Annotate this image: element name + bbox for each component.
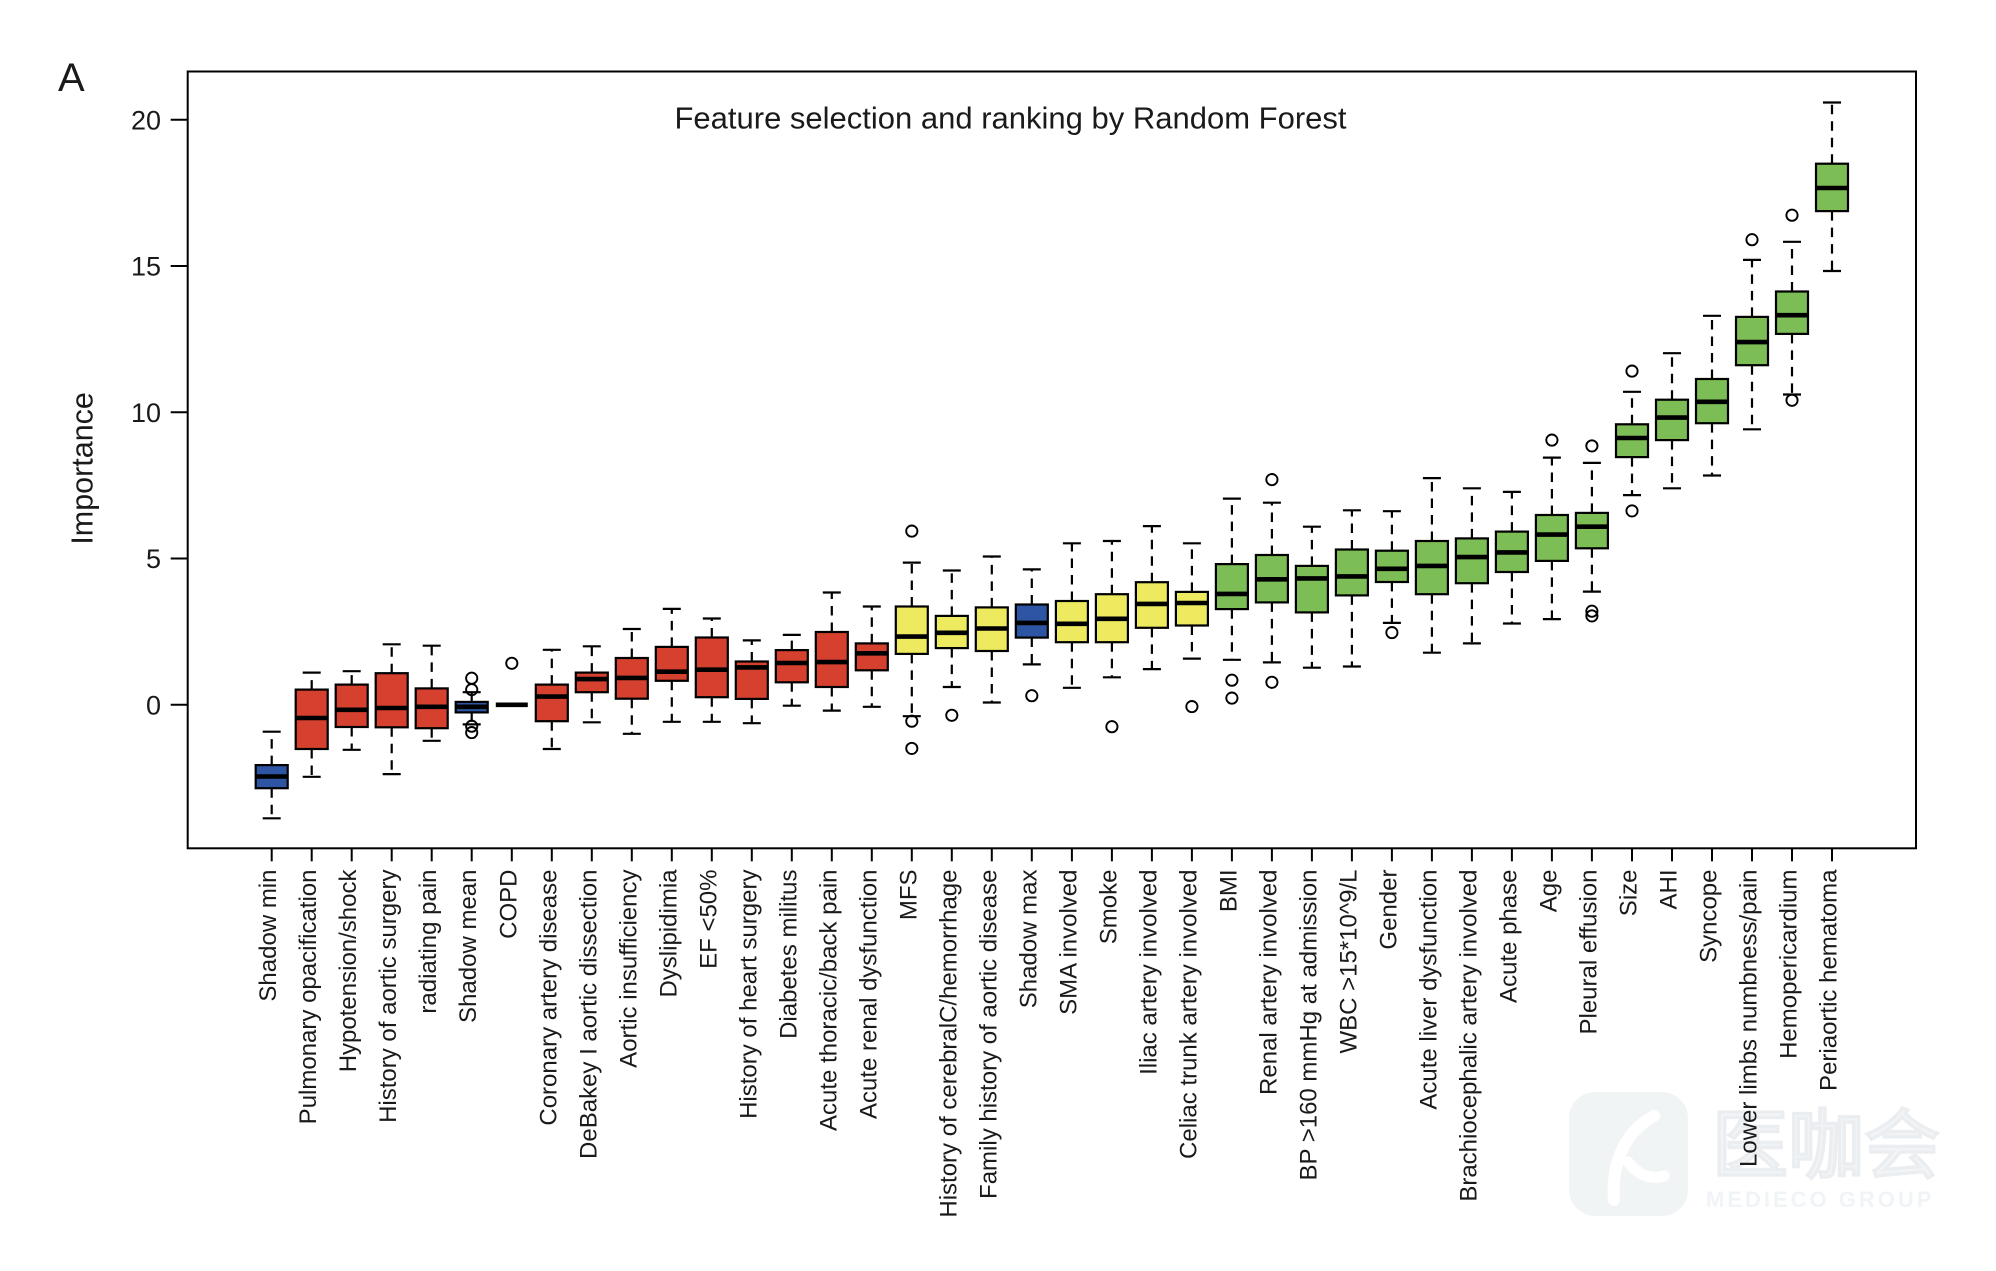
svg-text:0: 0 — [146, 691, 161, 721]
svg-text:医咖会: 医咖会 — [1712, 1104, 1940, 1189]
svg-text:Aortic insufficiency: Aortic insufficiency — [615, 870, 642, 1068]
svg-text:Feature selection and ranking: Feature selection and ranking by Random … — [674, 101, 1346, 136]
svg-text:Gender: Gender — [1375, 870, 1402, 950]
svg-text:Age: Age — [1535, 870, 1562, 913]
svg-text:COPD: COPD — [495, 870, 522, 939]
svg-text:Syncope: Syncope — [1696, 870, 1723, 963]
svg-text:Lower limbs numbness/pain: Lower limbs numbness/pain — [1736, 870, 1763, 1167]
svg-text:A: A — [58, 56, 85, 100]
svg-text:Acute thoracic/back pain: Acute thoracic/back pain — [815, 870, 842, 1131]
svg-text:Iliac artery involved: Iliac artery involved — [1135, 870, 1162, 1075]
svg-text:SMA involved: SMA involved — [1055, 870, 1082, 1015]
svg-text:History of heart surgery: History of heart surgery — [735, 870, 762, 1119]
svg-text:Acute renal dysfunction: Acute renal dysfunction — [855, 870, 882, 1119]
svg-text:Renal artery involved: Renal artery involved — [1255, 870, 1282, 1095]
svg-text:Importance: Importance — [65, 392, 99, 545]
svg-text:BP >160 mmHg at admission: BP >160 mmHg at admission — [1295, 870, 1322, 1181]
svg-text:Diabetes militus: Diabetes militus — [775, 870, 802, 1039]
svg-text:Shadow max: Shadow max — [1015, 870, 1042, 1009]
svg-text:History of cerebralC/hemorrhag: History of cerebralC/hemorrhage — [935, 870, 962, 1218]
svg-text:Smoke: Smoke — [1095, 870, 1122, 945]
svg-text:MFS: MFS — [895, 870, 922, 921]
svg-text:10: 10 — [131, 398, 161, 428]
svg-text:Size: Size — [1616, 870, 1643, 917]
svg-text:Dyslipidimia: Dyslipidimia — [655, 869, 682, 998]
svg-text:Coronary artery disease: Coronary artery disease — [535, 870, 562, 1126]
svg-text:Shadow mean: Shadow mean — [455, 870, 482, 1023]
svg-text:Family history of aortic disea: Family history of aortic disease — [975, 870, 1002, 1199]
svg-text:Pleural effusion: Pleural effusion — [1575, 870, 1602, 1035]
svg-text:Hypotension/shock: Hypotension/shock — [335, 869, 362, 1073]
svg-text:Pulmonary opacification: Pulmonary opacification — [295, 870, 322, 1125]
svg-text:MEDIECO GROUP: MEDIECO GROUP — [1706, 1187, 1934, 1212]
svg-text:20: 20 — [131, 106, 161, 136]
svg-text:Acute liver dysfunction: Acute liver dysfunction — [1415, 870, 1442, 1110]
svg-text:Shadow min: Shadow min — [255, 870, 282, 1002]
svg-text:DeBakey I aortic dissection: DeBakey I aortic dissection — [575, 870, 602, 1159]
svg-text:Periaortic hematoma: Periaortic hematoma — [1816, 869, 1843, 1091]
svg-text:5: 5 — [146, 544, 161, 574]
svg-text:BMI: BMI — [1215, 870, 1242, 913]
svg-text:15: 15 — [131, 252, 161, 282]
svg-text:Brachiocephalic artery involve: Brachiocephalic artery involved — [1455, 870, 1482, 1202]
svg-text:WBC >15*10^9/L: WBC >15*10^9/L — [1335, 870, 1362, 1054]
svg-text:Celiac trunk artery involved: Celiac trunk artery involved — [1175, 870, 1202, 1159]
svg-text:EF <50%: EF <50% — [695, 870, 722, 969]
svg-text:History of aortic surgery: History of aortic surgery — [375, 870, 402, 1123]
svg-text:AHI: AHI — [1656, 870, 1683, 910]
svg-text:Acute phase: Acute phase — [1495, 870, 1522, 1003]
svg-text:radiating pain: radiating pain — [415, 870, 442, 1014]
svg-text:Hemopericardium: Hemopericardium — [1776, 870, 1803, 1059]
